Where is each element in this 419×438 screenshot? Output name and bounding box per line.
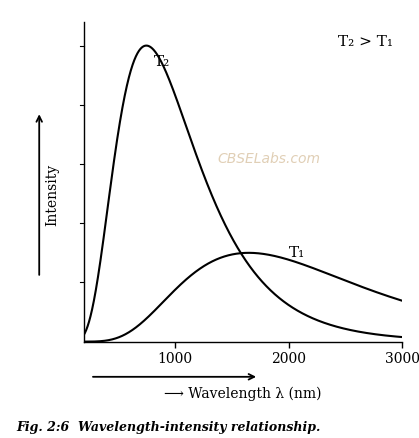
Text: Intensity: Intensity — [45, 163, 59, 226]
Text: ⟶ Wavelength λ (nm): ⟶ Wavelength λ (nm) — [164, 386, 322, 401]
Text: T₂: T₂ — [154, 55, 171, 69]
Text: T₁: T₁ — [289, 246, 305, 260]
Text: T₂ > T₁: T₂ > T₁ — [338, 35, 393, 49]
Text: CBSELabs.com: CBSELabs.com — [217, 152, 320, 166]
Text: Fig. 2:6  Wavelength-intensity relationship.: Fig. 2:6 Wavelength-intensity relationsh… — [17, 420, 321, 434]
